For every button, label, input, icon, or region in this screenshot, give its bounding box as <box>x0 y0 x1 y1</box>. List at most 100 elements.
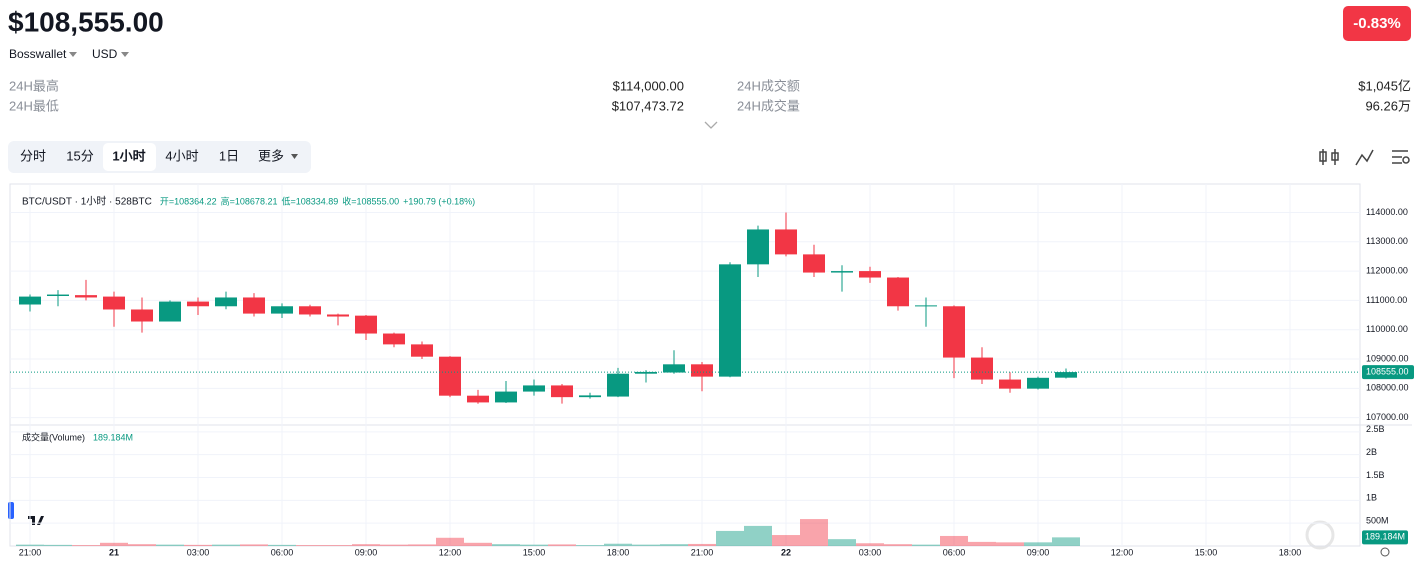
candle-body <box>663 364 685 373</box>
volume-bar <box>324 545 352 546</box>
volume-bar <box>968 541 996 546</box>
candle-body <box>327 314 349 317</box>
last-volume-label: 189.184M <box>1365 532 1405 542</box>
volume-bar <box>520 544 548 546</box>
change: -0.83% <box>1353 15 1401 32</box>
x-tick-label: 21 <box>109 547 119 557</box>
ohlc-value: +190.79 (+0.18%) <box>403 196 475 206</box>
x-tick-label: 15:00 <box>523 547 546 557</box>
volume-bar <box>352 544 380 546</box>
price: $108,555.00 <box>8 6 164 37</box>
tab[interactable]: 分时 <box>20 148 46 163</box>
volume-bar <box>1024 542 1052 546</box>
candle-body <box>719 264 741 377</box>
candle-body <box>75 295 97 298</box>
plot-area <box>9 183 1361 547</box>
x-tick-label: 03:00 <box>859 547 882 557</box>
y-tick-label: 111000.00 <box>1366 295 1407 305</box>
volume-bar <box>44 544 72 546</box>
candle-body <box>495 391 517 403</box>
volume-bar <box>212 544 240 546</box>
candle-body <box>243 297 265 314</box>
volume-bar <box>576 545 604 546</box>
candle-body <box>803 254 825 273</box>
x-tick-label: 03:00 <box>187 547 210 557</box>
candle-body <box>187 301 209 307</box>
volume-bar <box>296 545 324 546</box>
change-badge <box>1343 6 1411 41</box>
caret <box>69 52 77 57</box>
volume-bar <box>100 542 128 546</box>
volume-bar <box>912 544 940 546</box>
candle-body <box>887 277 909 307</box>
settings[interactable] <box>1380 547 1390 557</box>
volume-title: 成交量(Volume) <box>22 431 85 442</box>
candle-body <box>19 296 41 305</box>
x-tick-label: 09:00 <box>355 547 378 557</box>
last-volume-box <box>1362 530 1408 545</box>
ohlc-value: 开=108364.22 <box>160 196 217 206</box>
y-tick-label: 109000.00 <box>1366 353 1409 363</box>
x-tick-label: 06:00 <box>943 547 966 557</box>
x-tick-label: 09:00 <box>1027 547 1050 557</box>
y-tick-label: 108000.00 <box>1366 383 1409 393</box>
caret <box>121 52 129 57</box>
candle-body <box>467 395 489 403</box>
stat-value: $1,045亿 <box>1358 78 1411 93</box>
stat-value: 96.26万 <box>1365 98 1411 113</box>
y-tick-label: 107000.00 <box>1366 412 1409 422</box>
x-tick-label: 21:00 <box>19 547 42 557</box>
candle-body <box>691 364 713 377</box>
volume-bar <box>688 543 716 546</box>
side-toggle[interactable] <box>8 502 14 519</box>
volume-bar <box>380 544 408 546</box>
candle-body <box>131 309 153 322</box>
volume-bar <box>408 544 436 546</box>
volume-bar <box>940 535 968 546</box>
tab[interactable]: 15分 <box>66 148 93 163</box>
candle-body <box>159 301 181 322</box>
ohlc-value: 高=108678.21 <box>221 195 278 206</box>
candle-body <box>215 297 237 307</box>
volume-bar <box>800 519 828 546</box>
volume-tick-label: 2B <box>1366 447 1377 457</box>
volume-value: 189.184M <box>93 432 133 442</box>
currency[interactable]: USD <box>92 47 118 61</box>
candle-body <box>635 371 657 374</box>
candle-body <box>859 271 881 278</box>
stat-value: $107,473.72 <box>612 98 684 113</box>
ohlc-value: 低=108334.89 <box>281 195 338 206</box>
volume-tick-label: 500M <box>1366 516 1389 526</box>
volume-bar <box>240 544 268 546</box>
candle-body <box>383 333 405 345</box>
volume-bar <box>716 530 744 546</box>
tab[interactable]: 1日 <box>219 148 239 163</box>
volume-bar <box>856 543 884 546</box>
y-tick-label: 112000.00 <box>1366 265 1408 275</box>
candle-body <box>1027 377 1049 389</box>
candle-body <box>47 294 69 297</box>
last-price-box <box>1362 365 1414 380</box>
tab[interactable]: 1小时 <box>112 148 145 163</box>
toolbar-icons[interactable] <box>1319 149 1410 166</box>
candle-body <box>1055 372 1077 378</box>
volume-tick-label: 1.5B <box>1366 470 1385 480</box>
volume-bar <box>660 544 688 546</box>
volume-bar <box>604 543 632 546</box>
candle-body <box>551 385 573 398</box>
wallet[interactable]: Bosswallet <box>9 47 67 61</box>
candle-body <box>915 305 937 307</box>
volume-bar <box>16 544 44 546</box>
tab[interactable]: 4小时 <box>165 148 198 163</box>
candle-body <box>607 373 629 397</box>
candle-body <box>103 296 125 310</box>
x-tick-label: 18:00 <box>1279 547 1302 557</box>
stat-label: 24H最高 <box>9 78 59 93</box>
volume-bar <box>828 539 856 546</box>
expand[interactable] <box>704 121 718 129</box>
stat-value: $114,000.00 <box>613 78 684 93</box>
candle-body <box>943 306 965 358</box>
tab[interactable]: 更多 <box>258 148 284 163</box>
volume-bar <box>464 542 492 546</box>
